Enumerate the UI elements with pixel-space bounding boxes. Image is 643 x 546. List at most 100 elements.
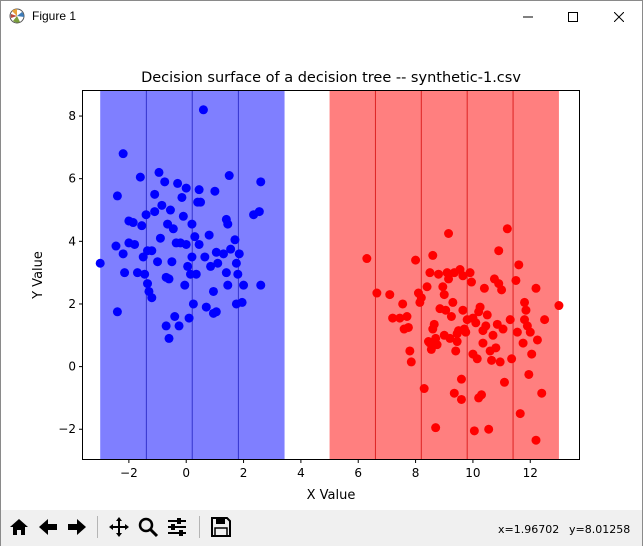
data-point <box>218 249 228 259</box>
data-point <box>499 377 509 387</box>
home-icon <box>10 519 28 535</box>
data-point <box>206 261 216 271</box>
data-point <box>452 337 462 347</box>
data-point <box>507 354 517 364</box>
data-point <box>138 252 148 262</box>
save-button[interactable] <box>207 513 235 541</box>
data-point <box>112 191 122 201</box>
data-point <box>183 261 193 271</box>
data-point <box>187 252 197 262</box>
pan-button[interactable] <box>105 513 133 541</box>
data-point <box>170 311 180 321</box>
toolbar-separator <box>97 516 98 538</box>
data-point <box>502 224 512 234</box>
data-point <box>211 247 221 257</box>
data-point <box>466 277 476 287</box>
data-point <box>434 269 444 279</box>
data-point <box>177 192 187 202</box>
data-point <box>456 394 466 404</box>
configure-subplots-button[interactable] <box>163 513 191 541</box>
figure-canvas[interactable]: Decision surface of a decision tree -- s… <box>1 32 642 510</box>
x-tick-label: 12 <box>523 466 538 480</box>
data-point <box>208 286 218 296</box>
data-point <box>180 280 190 290</box>
data-point <box>234 249 244 259</box>
data-point <box>505 315 515 325</box>
data-point <box>494 246 504 256</box>
data-point <box>196 197 206 207</box>
back-button[interactable] <box>34 513 62 541</box>
data-point <box>173 178 183 188</box>
data-point <box>130 239 140 249</box>
data-point <box>531 435 541 445</box>
y-tick-label: 0 <box>68 360 76 374</box>
maximize-button[interactable] <box>550 1 596 32</box>
data-point <box>137 221 147 231</box>
data-point <box>95 258 105 268</box>
data-point <box>531 283 541 293</box>
data-point <box>422 282 432 292</box>
data-point <box>428 250 438 260</box>
data-point <box>449 388 459 398</box>
data-point <box>532 335 542 345</box>
data-point <box>521 305 531 315</box>
data-point <box>540 315 550 325</box>
data-point <box>155 233 165 243</box>
data-point <box>446 311 456 321</box>
data-point <box>444 274 454 284</box>
y-tick-label: −2 <box>58 422 76 436</box>
data-point <box>165 205 175 215</box>
data-point <box>411 255 421 265</box>
minimize-button[interactable] <box>505 1 551 32</box>
title-bar[interactable]: Figure 1 <box>1 1 642 32</box>
data-point <box>465 268 475 278</box>
data-point <box>488 330 498 340</box>
data-point <box>471 318 481 328</box>
data-point <box>233 269 243 279</box>
data-point <box>554 301 564 311</box>
data-point <box>204 230 214 240</box>
data-point <box>167 257 177 267</box>
data-point <box>237 297 247 307</box>
data-point <box>178 211 188 221</box>
data-point <box>194 239 204 249</box>
data-point <box>416 293 426 303</box>
data-point <box>132 268 142 278</box>
data-point <box>147 293 157 303</box>
data-point <box>425 268 435 278</box>
data-point <box>511 275 521 285</box>
data-point <box>143 279 153 289</box>
decision-surface-plot[interactable]: Decision surface of a decision tree -- s… <box>1 32 642 510</box>
x-tick-label: 2 <box>240 466 248 480</box>
data-point <box>498 324 508 334</box>
data-point <box>482 310 492 320</box>
x-axis-label: X Value <box>307 488 356 503</box>
matplotlib-logo-icon <box>9 8 25 24</box>
y-tick-label: 2 <box>68 297 76 311</box>
data-point <box>153 257 163 267</box>
data-point <box>223 219 233 229</box>
home-button[interactable] <box>5 513 33 541</box>
save-icon <box>211 517 231 537</box>
zoom-button[interactable] <box>134 513 162 541</box>
x-tick-label: 10 <box>465 466 480 480</box>
y-tick-label: 8 <box>68 109 76 123</box>
close-button[interactable] <box>596 1 642 32</box>
data-point <box>150 189 160 199</box>
maximize-icon <box>568 11 578 22</box>
data-point <box>164 274 174 284</box>
forward-button[interactable] <box>63 513 91 541</box>
zoom-icon <box>138 517 159 538</box>
data-point <box>157 200 167 210</box>
toolbar-separator <box>199 516 200 538</box>
configure-subplots-icon <box>168 518 186 536</box>
data-point <box>537 388 547 398</box>
data-point <box>461 327 471 337</box>
x-tick-label: −2 <box>120 466 138 480</box>
data-point <box>458 271 468 281</box>
data-point <box>223 280 233 290</box>
navigation-toolbar: x=1.96702 y=8.01258 <box>1 510 642 546</box>
x-tick-label: 0 <box>182 466 190 480</box>
data-point <box>403 322 413 332</box>
data-point <box>512 327 522 337</box>
